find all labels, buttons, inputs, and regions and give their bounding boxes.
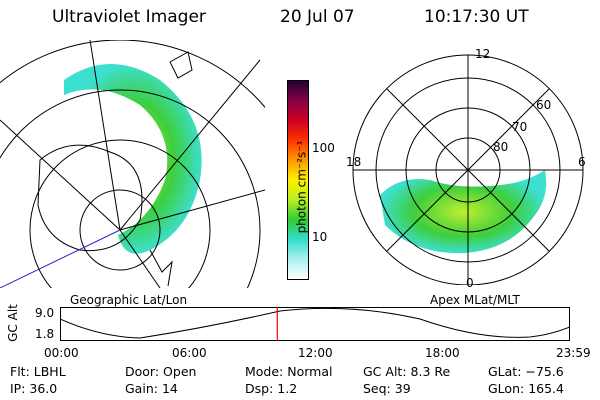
status-flt-value: LBHL [33, 364, 66, 379]
time-label: 10:17:30 UT [424, 7, 529, 27]
geographic-map [0, 40, 265, 288]
colorbar-unit-label: photon cm⁻²s⁻¹ [294, 140, 309, 234]
orbit-xtick-0600: 06:00 [172, 346, 207, 360]
status-gcalt-value: 8.3 Re [410, 364, 451, 379]
date-label: 20 Jul 07 [280, 7, 355, 27]
colorbar-tick-100: 100 [312, 141, 335, 155]
status-dsp-label: Dsp: [245, 381, 274, 396]
status-ip: IP: 36.0 [10, 381, 57, 396]
antarctica-outline [37, 144, 143, 252]
meridian-line [119, 229, 161, 288]
mlt-label-18: 18 [346, 155, 362, 169]
mlat-label-80: 80 [493, 140, 509, 154]
status-flt-label: Flt: [10, 364, 30, 379]
status-ip-value: 36.0 [29, 381, 58, 396]
status-mode-value: Normal [287, 364, 333, 379]
orbit-ylabel: GC Alt [5, 304, 20, 342]
status-glat-label: GLat: [488, 364, 522, 379]
status-dsp: Dsp: 1.2 [245, 381, 297, 396]
orbit-ytick-9: 9.0 [35, 306, 55, 320]
colorbar-tick-10: 10 [312, 230, 328, 244]
status-mode: Mode: Normal [245, 364, 333, 379]
status-flt: Flt: LBHL [10, 364, 66, 379]
mlt-label-12: 12 [475, 47, 491, 61]
status-seq: Seq: 39 [363, 381, 411, 396]
geo-map-caption: Geographic Lat/Lon [70, 293, 188, 307]
meridian-line [0, 119, 121, 231]
meridian-line [89, 40, 121, 231]
aurora-oval-geo [64, 64, 202, 254]
latitude-circle [79, 189, 161, 271]
status-mode-label: Mode: [245, 364, 284, 379]
status-seq-label: Seq: [363, 381, 391, 396]
polar-plot-caption: Apex MLat/MLT [430, 293, 520, 307]
status-glon-value: 165.4 [528, 381, 564, 396]
status-glon-label: GLon: [488, 381, 525, 396]
meridian-line [119, 189, 265, 231]
polar-plot [352, 54, 584, 285]
orbit-xtick-1800: 18:00 [425, 346, 460, 360]
status-dsp-value: 1.2 [277, 381, 298, 396]
colorbar [287, 80, 309, 280]
mlat-label-70: 70 [512, 120, 528, 134]
orbit-xtick-2359: 23:59 [556, 346, 591, 360]
orbit-ytick-1.8: 1.8 [35, 327, 55, 341]
orbit-plot-frame [60, 307, 570, 341]
landmass-outline [149, 249, 173, 287]
mlt-label-0: 0 [466, 276, 474, 290]
latitude-circle [29, 139, 211, 288]
latitude-circle [0, 89, 261, 288]
status-gain-value: 14 [161, 381, 178, 396]
status-door-label: Door: [125, 364, 160, 379]
status-gcalt-label: GC Alt: [363, 364, 407, 379]
mlt-line [386, 88, 550, 252]
orbit-xtick-0000: 00:00 [44, 346, 79, 360]
aurora-oval-polar [380, 170, 547, 254]
orbit-altitude-curve [60, 307, 570, 339]
terminator-line [0, 229, 121, 288]
status-gcalt: GC Alt: 8.3 Re [363, 364, 450, 379]
mlt-label-6: 6 [578, 155, 586, 169]
mlat-label-60: 60 [536, 98, 552, 112]
meridian-line [119, 59, 261, 231]
status-glat-value: −75.6 [525, 364, 564, 379]
orbit-xtick-1200: 12:00 [298, 346, 333, 360]
instrument-title: Ultraviolet Imager [52, 7, 206, 27]
status-ip-label: IP: [10, 381, 26, 396]
status-seq-value: 39 [394, 381, 411, 396]
status-door-value: Open [163, 364, 197, 379]
orbit-altitude-plot [60, 307, 570, 341]
status-gain-label: Gain: [125, 381, 158, 396]
landmass-outline [169, 51, 193, 79]
status-glat: GLat: −75.6 [488, 364, 564, 379]
status-door: Door: Open [125, 364, 196, 379]
status-glon: GLon: 165.4 [488, 381, 564, 396]
status-gain: Gain: 14 [125, 381, 178, 396]
